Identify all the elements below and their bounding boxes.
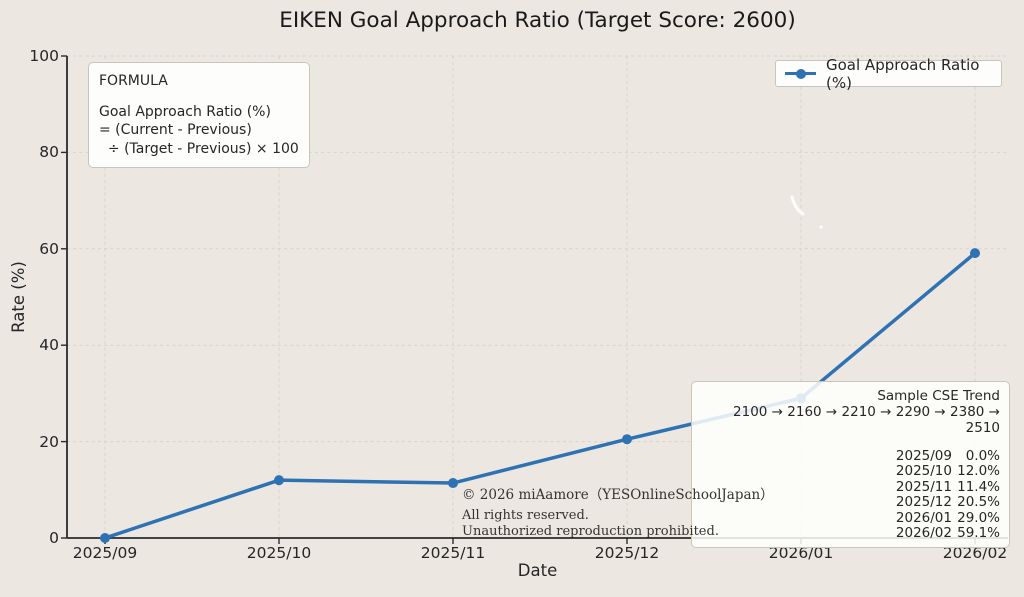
annotation-row-date: 2026/01 [895,509,952,526]
annotation-row-value: 59.1% [957,525,1000,542]
annotation-row-value: 11.4% [957,478,1000,495]
x-axis-label: Date [517,561,558,580]
trend-line [103,251,977,540]
y-axis-label: Rate (%) [9,261,28,333]
copyright-notice: © 2026 miAamore（YESOnlineSchoolJapan） Al… [462,483,774,540]
copyright-line3: Unauthorized reproduction prohibited. [462,523,719,539]
annotation-row-date: 2025/10 [895,463,952,480]
annotation-row-date: 2025/09 [895,448,952,464]
annotation-row: 2025/09 0.0% [701,448,1000,464]
data-point [622,434,632,445]
y-tick-label: 100 [29,47,59,65]
copyright-line2: All rights reserved. [462,508,589,523]
x-tick-label: 2026/02 [942,544,1008,562]
x-tick-label: 2025/11 [420,544,486,562]
y-tick-label: 40 [39,336,59,355]
annotation-row: 2025/12 20.5% [701,494,1000,511]
legend-line-marker-icon [785,68,816,78]
formula-heading: FORMULA [99,73,168,89]
data-point [100,533,110,543]
annotation-row-value: 29.0% [957,509,1000,526]
legend: Goal Approach Ratio (%) [775,56,1002,92]
x-tick-label: 2025/12 [594,544,660,562]
data-point [448,478,458,489]
x-tick-label: 2025/10 [246,544,312,562]
tick-marks [61,55,976,544]
annotation-row-value: 0.0% [965,448,1000,464]
legend-label: Goal Approach Ratio (%) [826,55,980,92]
annotation-row: 2026/02 59.1% [701,525,1000,542]
y-tick-label: 0 [49,529,59,547]
white-smudge-artifact [790,195,823,229]
data-point [274,475,284,486]
annotation-row: 2025/11 11.4% [701,478,1000,495]
chart-title: EIKEN Goal Approach Ratio (Target Score:… [279,8,796,33]
annotation-row-value: 20.5% [957,494,1000,511]
y-tick-label: 20 [39,432,59,451]
annotation-rows: 2025/09 0.0% 2025/10 12.0% 2025/11 11.4% 2025/… [701,448,1000,542]
annotation-row-date: 2026/02 [895,525,952,542]
y-tick-label: 60 [39,239,59,258]
x-tick-label: 2025/09 [72,544,138,562]
annotation-row-date: 2025/11 [895,478,952,495]
data-point [970,248,980,259]
x-tick-label: 2026/01 [768,544,834,562]
annotation-row-date: 2025/12 [895,494,952,511]
annotation-title: Sample CSE Trend [877,388,1000,404]
formula-box: FORMULA Goal Approach Ratio (%) = (Curre… [88,62,310,168]
annotation-box: Sample CSE Trend 2100 → 2160 → 2210 → 22… [691,381,1010,549]
copyright-line1: © 2026 miAamore（YESOnlineSchoolJapan） [462,487,774,503]
annotation-trend: 2100 → 2160 → 2210 → 2290 → 2380 → 2510 [733,404,1000,436]
annotation-row-value: 12.0% [957,463,1000,480]
annotation-row: 2025/10 12.0% [701,463,1000,480]
annotation-row: 2026/01 29.0% [701,509,1000,526]
formula-text: Goal Approach Ratio (%) = (Current - Pre… [99,104,299,157]
y-tick-label: 80 [39,143,59,162]
